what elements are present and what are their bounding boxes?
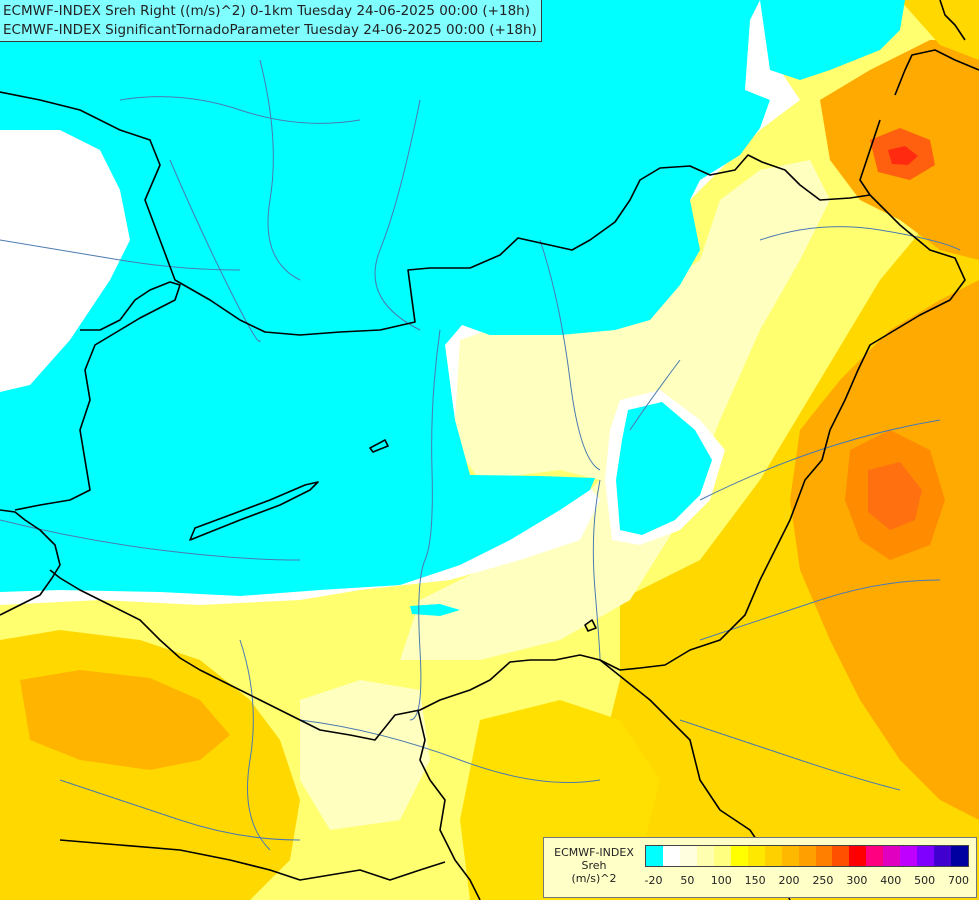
legend-color-strip xyxy=(645,845,969,867)
legend-swatch xyxy=(934,846,952,866)
border-top-right-coast xyxy=(939,0,966,41)
border-west xyxy=(0,509,61,616)
legend-swatch xyxy=(713,846,731,866)
field-hotspot-northeast xyxy=(888,146,918,165)
legend-swatch xyxy=(764,846,782,866)
legend-model: ECMWF-INDEX xyxy=(554,846,634,859)
legend-swatch xyxy=(883,846,901,866)
legend-tick-labels: -20 50 100 150 200 250 300 400 500 700 xyxy=(644,874,970,888)
legend-swatch xyxy=(917,846,935,866)
legend-swatch xyxy=(900,846,918,866)
border-north xyxy=(0,91,966,741)
border-east-top xyxy=(894,49,979,96)
legend-tick-label: 500 xyxy=(914,874,936,887)
border-lake-west xyxy=(189,481,319,541)
legend-tick-label: 250 xyxy=(812,874,834,887)
legend-swatch xyxy=(646,846,663,866)
border-austria xyxy=(14,281,181,511)
field-pale-south xyxy=(300,680,430,830)
field-pale-center xyxy=(400,160,830,660)
legend-swatch xyxy=(866,846,884,866)
legend-tick-label: 50 xyxy=(680,874,695,887)
legend-unit: (m/s)^2 xyxy=(571,872,617,885)
border-south xyxy=(417,709,481,900)
legend-swatch xyxy=(951,846,969,866)
legend-tick-label: 150 xyxy=(744,874,766,887)
legend-swatch xyxy=(696,846,714,866)
river-network xyxy=(0,59,961,851)
legend-swatch xyxy=(662,846,680,866)
border-island xyxy=(584,619,597,632)
legend-tick-label: 400 xyxy=(880,874,902,887)
legend-tick-label: 200 xyxy=(778,874,800,887)
map-title-box: ECMWF-INDEX Sreh Right ((m/s)^2) 0-1km T… xyxy=(0,0,542,42)
field-cyan-east-pocket xyxy=(616,402,712,535)
legend-title: ECMWF-INDEX Sreh (m/s)^2 xyxy=(548,846,640,885)
border-lake-small xyxy=(369,439,389,453)
legend-swatch xyxy=(832,846,850,866)
legend-swatch xyxy=(747,846,765,866)
field-yellow-top-right xyxy=(900,0,979,60)
legend-tick-label: 100 xyxy=(710,874,732,887)
legend-swatch xyxy=(798,846,816,866)
legend-swatch xyxy=(730,846,748,866)
map-title-line-1: ECMWF-INDEX Sreh Right ((m/s)^2) 0-1km T… xyxy=(3,3,530,19)
legend: ECMWF-INDEX Sreh (m/s)^2 -20 50 100 150 200 2… xyxy=(543,837,977,898)
border-northeast xyxy=(859,119,881,196)
field-cyan-main xyxy=(0,0,905,596)
legend-tick-label: -20 xyxy=(644,874,663,887)
legend-swatch xyxy=(815,846,833,866)
field-orange-southwest xyxy=(20,670,230,770)
map-title-line-2: ECMWF-INDEX SignificantTornadoParameter … xyxy=(3,22,537,38)
border-southwest xyxy=(59,839,446,881)
legend-swatch xyxy=(849,846,867,866)
legend-swatch xyxy=(679,846,697,866)
field-cyan-small xyxy=(410,604,460,616)
legend-variable: Sreh xyxy=(581,859,607,872)
field-redorange-east xyxy=(868,462,922,530)
legend-swatch xyxy=(781,846,799,866)
legend-tick-label: 700 xyxy=(948,874,970,887)
legend-tick-label: 300 xyxy=(846,874,868,887)
